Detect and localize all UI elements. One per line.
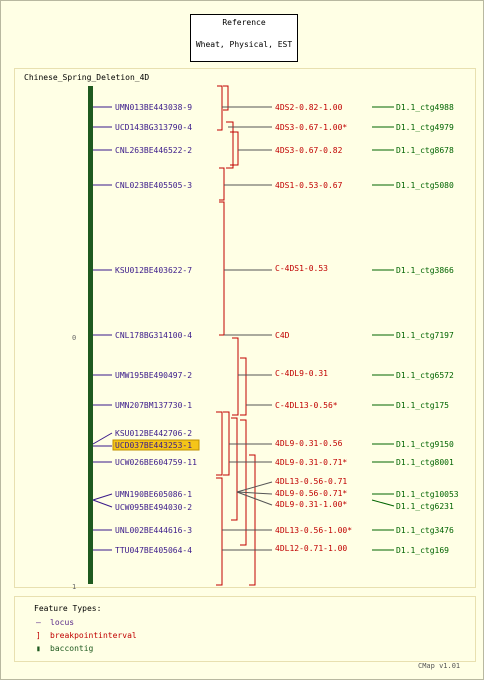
locus-label[interactable]: CNL023BE405505-3	[115, 181, 192, 190]
map-area	[14, 68, 476, 588]
reference-title: Reference	[222, 18, 266, 27]
legend-breakpoint-label: breakpointinterval	[50, 631, 137, 640]
legend-box	[14, 596, 476, 662]
breakpoint-label[interactable]: 4DL12-0.71-1.00	[275, 544, 347, 553]
locus-label[interactable]: UMW195BE490497-2	[115, 371, 192, 380]
locus-ticks	[92, 106, 113, 551]
breakpoint-label[interactable]: 4DL13-0.56-1.00*	[275, 526, 352, 535]
locus-label[interactable]: TTU047BE405064-4	[115, 546, 192, 555]
contig-label[interactable]: D1.1_ctg8001	[396, 458, 454, 467]
breakpoint-labels: 4DS2-0.82-1.00 4DS3-0.67-1.00* 4DS3-0.67…	[275, 103, 352, 553]
locus-label[interactable]: KSU012BE403622-7	[115, 266, 192, 275]
reference-subtitle: Wheat, Physical, EST	[195, 40, 293, 49]
contig-label[interactable]: D1.1_ctg3476	[396, 526, 454, 535]
contig-label[interactable]: D1.1_ctg175	[396, 401, 449, 410]
contig-label[interactable]: D1.1_ctg6572	[396, 371, 454, 380]
contig-label[interactable]: D1.1_ctg10053	[396, 490, 459, 499]
locus-highlight	[112, 439, 200, 451]
locus-label[interactable]: CNL178BG314100-4	[115, 331, 192, 340]
legend-locus-label: locus	[50, 618, 75, 627]
axis-top-label: 0	[72, 334, 76, 342]
locus-label-highlighted[interactable]: UCD037BE443253-1	[115, 441, 192, 450]
locus-label[interactable]: UMN013BE443038-9	[115, 103, 192, 112]
chromosome-axis[interactable]	[88, 86, 93, 584]
locus-labels: UMN013BE443038-9 UCD143BG313790-4 CNL263…	[115, 103, 197, 555]
breakpoint-connectors	[222, 106, 273, 551]
breakpoint-label[interactable]: 4DS2-0.82-1.00	[275, 103, 343, 112]
contig-label[interactable]: D1.1_ctg4979	[396, 123, 454, 132]
breakpoint-label[interactable]: 4DL9-0.31-1.00*	[275, 500, 347, 509]
breakpoint-label[interactable]: C-4DL9-0.31	[275, 369, 328, 378]
breakpoint-label[interactable]: 4DL13-0.56-0.71	[275, 477, 347, 486]
contig-label[interactable]: D1.1_ctg7197	[396, 331, 454, 340]
breakpoint-label[interactable]: 4DL9-0.56-0.71*	[275, 489, 347, 498]
breakpoint-label[interactable]: 4DS1-0.53-0.67	[275, 181, 343, 190]
version-label: CMap v1.01	[418, 662, 461, 670]
axis-bottom-label: 1	[72, 583, 76, 591]
locus-label[interactable]: UMN190BE605086-1	[115, 490, 192, 499]
locus-label[interactable]: UNL002BE444616-3	[115, 526, 192, 535]
breakpoint-label[interactable]: C4D	[275, 331, 290, 340]
reference-title-box: Reference Wheat, Physical, EST	[190, 14, 298, 62]
contig-label[interactable]: D1.1_ctg169	[396, 546, 449, 555]
map-name[interactable]: Chinese_Spring_Deletion_4D	[24, 73, 149, 82]
legend-baccontig-icon: ▮	[36, 644, 41, 653]
contig-label[interactable]: D1.1_ctg3866	[396, 266, 454, 275]
contig-label[interactable]: D1.1_ctg9150	[396, 440, 454, 449]
contig-labels: D1.1_ctg4988 D1.1_ctg4979 D1.1_ctg8678 D…	[396, 103, 459, 555]
breakpoint-brackets	[216, 85, 256, 586]
breakpoint-label[interactable]: C-4DL13-0.56*	[275, 401, 338, 410]
contig-label[interactable]: D1.1_ctg6231	[396, 502, 454, 511]
map-diagram: Chinese_Spring_Deletion_4D 0 1 UMN013BE4…	[24, 73, 459, 591]
legend-breakpoint-icon: ]	[36, 631, 41, 640]
locus-label[interactable]: UCW026BE604759-11	[115, 458, 197, 467]
breakpoint-label[interactable]: 4DS3-0.67-0.82	[275, 146, 343, 155]
locus-label[interactable]: CNL263BE446522-2	[115, 146, 192, 155]
contig-label[interactable]: D1.1_ctg5080	[396, 181, 454, 190]
legend-baccontig-label: baccontig	[50, 644, 94, 653]
legend-locus-icon: —	[36, 618, 41, 627]
legend-title: Feature Types:	[34, 604, 102, 613]
breakpoint-label[interactable]: C-4DS1-0.53	[275, 264, 328, 273]
locus-label[interactable]: KSU012BE442706-2	[115, 429, 192, 438]
locus-label[interactable]: UCW095BE494030-2	[115, 503, 192, 512]
breakpoint-label[interactable]: 4DS3-0.67-1.00*	[275, 123, 347, 132]
locus-label[interactable]: UMN207BM137730-1	[115, 401, 192, 410]
locus-label[interactable]: UCD143BG313790-4	[115, 123, 192, 132]
contig-label[interactable]: D1.1_ctg4988	[396, 103, 454, 112]
breakpoint-label[interactable]: 4DL9-0.31-0.56	[275, 439, 343, 448]
breakpoint-label[interactable]: 4DL9-0.31-0.71*	[275, 458, 347, 467]
contig-connectors	[371, 106, 395, 551]
contig-label[interactable]: D1.1_ctg8678	[396, 146, 454, 155]
